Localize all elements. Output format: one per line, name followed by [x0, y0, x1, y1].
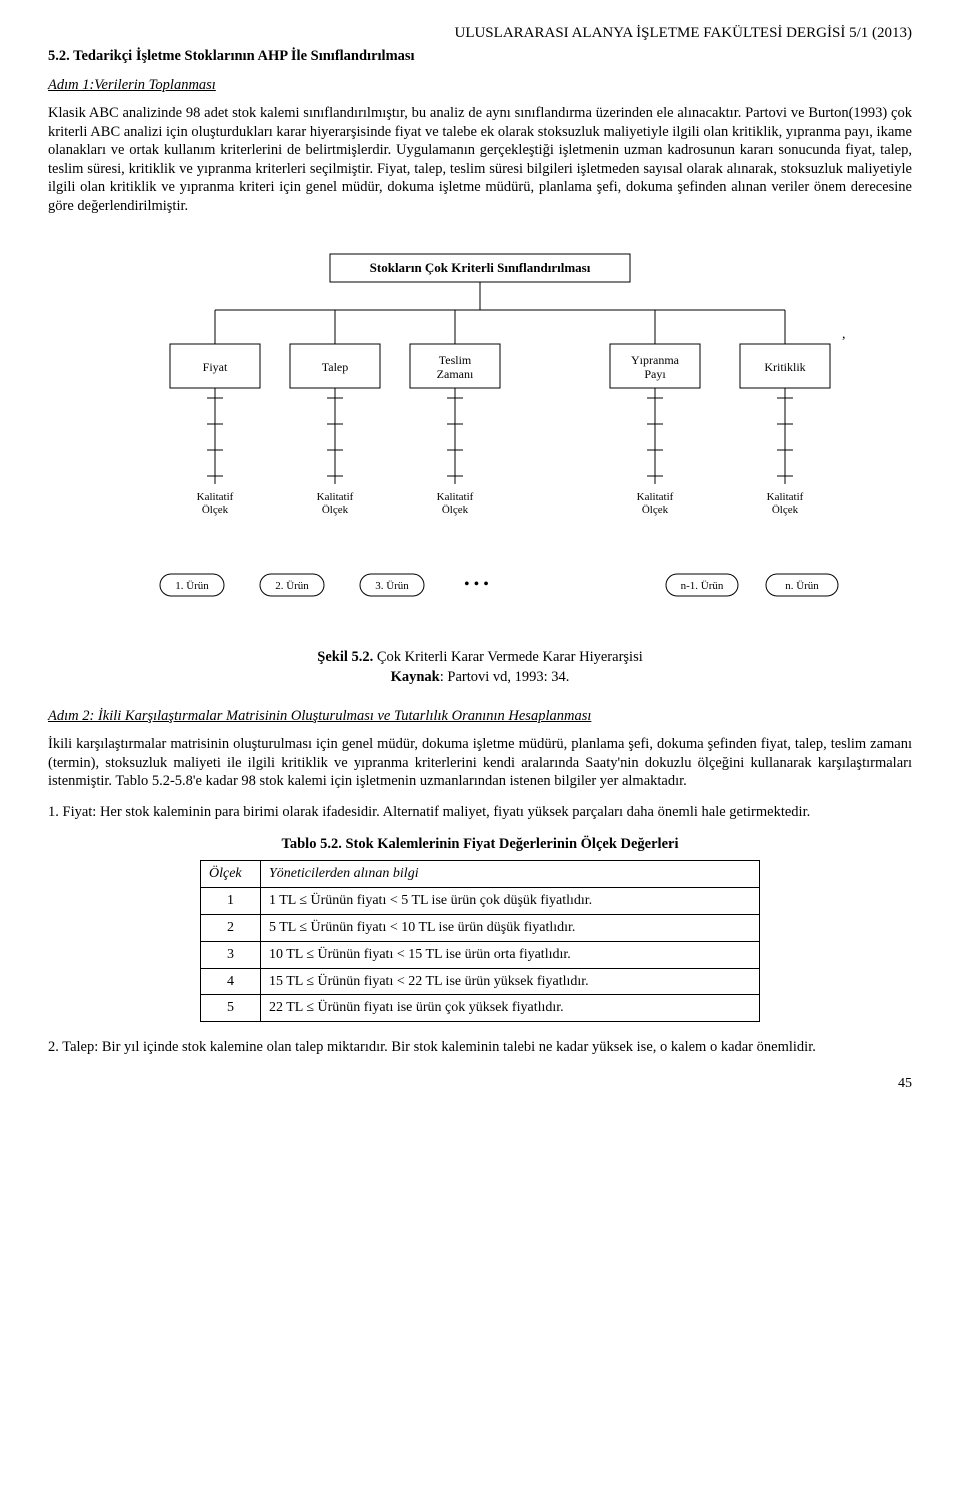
svg-text:• • •: • • • [464, 576, 489, 593]
journal-header: ULUSLARARASI ALANYA İŞLETME FAKÜLTESİ DE… [48, 24, 912, 43]
svg-text:Teslim: Teslim [439, 353, 472, 367]
table-header-row: Ölçek Yöneticilerden alınan bilgi [201, 860, 760, 887]
scale-table: Ölçek Yöneticilerden alınan bilgi 11 TL … [200, 860, 760, 1022]
svg-text:Payı: Payı [644, 367, 666, 381]
table-cell-info: 1 TL ≤ Ürünün fiyatı < 5 TL ise ürün çok… [261, 887, 760, 914]
paragraph-4: 2. Talep: Bir yıl içinde stok kalemine o… [48, 1038, 912, 1057]
svg-text:Fiyat: Fiyat [203, 360, 228, 374]
table-cell-info: 10 TL ≤ Ürünün fiyatı < 15 TL ise ürün o… [261, 941, 760, 968]
svg-text:Kalitatif: Kalitatif [637, 491, 674, 503]
figure-source-bold: Kaynak [391, 669, 440, 685]
table-row: 522 TL ≤ Ürünün fiyatı ise ürün çok yüks… [201, 995, 760, 1022]
paragraph-2: İkili karşılaştırmalar matrisinin oluştu… [48, 735, 912, 791]
table-title: Tablo 5.2. Stok Kalemlerinin Fiyat Değer… [48, 835, 912, 854]
table-header-col1: Ölçek [201, 860, 261, 887]
svg-text:Talep: Talep [322, 360, 348, 374]
table-row: 415 TL ≤ Ürünün fiyatı < 22 TL ise ürün … [201, 968, 760, 995]
table-cell-scale: 3 [201, 941, 261, 968]
table-cell-scale: 1 [201, 887, 261, 914]
svg-text:n-1. Ürün: n-1. Ürün [681, 580, 724, 592]
table-row: 25 TL ≤ Ürünün fiyatı < 10 TL ise ürün d… [201, 914, 760, 941]
svg-text:1. Ürün: 1. Ürün [175, 580, 209, 592]
table-row: 310 TL ≤ Ürünün fiyatı < 15 TL ise ürün … [201, 941, 760, 968]
svg-text:Kalitatif: Kalitatif [197, 491, 234, 503]
svg-text:Kalitatif: Kalitatif [317, 491, 354, 503]
step2-title: Adım 2: İkili Karşılaştırmalar Matrisini… [48, 707, 912, 726]
svg-text:Kalitatif: Kalitatif [437, 491, 474, 503]
step1-title: Adım 1:Verilerin Toplanması [48, 76, 912, 95]
svg-text:2. Ürün: 2. Ürün [275, 580, 309, 592]
svg-text:Ölçek: Ölçek [442, 504, 469, 516]
figure-source: Kaynak: Partovi vd, 1993: 34. [48, 668, 912, 687]
table-cell-info: 22 TL ≤ Ürünün fiyatı ise ürün çok yükse… [261, 995, 760, 1022]
table-cell-scale: 4 [201, 968, 261, 995]
svg-text:Zamanı: Zamanı [437, 367, 474, 381]
figure-caption-text: Çok Kriterli Karar Vermede Karar Hiyerar… [373, 649, 643, 665]
paragraph-3: 1. Fiyat: Her stok kaleminin para birimi… [48, 803, 912, 822]
hierarchy-figure: Stokların Çok Kriterli Sınıflandırılması… [48, 234, 912, 634]
svg-text:Ölçek: Ölçek [202, 504, 229, 516]
svg-text:Yıpranma: Yıpranma [631, 353, 680, 367]
figure-source-text: : Partovi vd, 1993: 34. [440, 669, 570, 685]
paragraph-1: Klasik ABC analizinde 98 adet stok kalem… [48, 104, 912, 215]
svg-text:Ölçek: Ölçek [772, 504, 799, 516]
table-cell-scale: 5 [201, 995, 261, 1022]
table-row: 11 TL ≤ Ürünün fiyatı < 5 TL ise ürün ço… [201, 887, 760, 914]
svg-text:Ölçek: Ölçek [642, 504, 669, 516]
figure-caption-bold: Şekil 5.2. [317, 649, 373, 665]
svg-text:3. Ürün: 3. Ürün [375, 580, 409, 592]
svg-text:Kalitatif: Kalitatif [767, 491, 804, 503]
svg-text:,: , [842, 327, 846, 342]
svg-text:n. Ürün: n. Ürün [785, 580, 819, 592]
page-number: 45 [48, 1075, 912, 1093]
figure-caption: Şekil 5.2. Çok Kriterli Karar Vermede Ka… [48, 648, 912, 667]
section-title: 5.2. Tedarikçi İşletme Stoklarının AHP İ… [48, 47, 912, 66]
hierarchy-diagram: Stokların Çok Kriterli Sınıflandırılması… [100, 234, 860, 634]
svg-text:Kritiklik: Kritiklik [764, 360, 805, 374]
table-header-col2: Yöneticilerden alınan bilgi [261, 860, 760, 887]
table-cell-scale: 2 [201, 914, 261, 941]
table-cell-info: 15 TL ≤ Ürünün fiyatı < 22 TL ise ürün y… [261, 968, 760, 995]
svg-text:Stokların Çok Kriterli Sınıfla: Stokların Çok Kriterli Sınıflandırılması [370, 260, 591, 275]
svg-text:Ölçek: Ölçek [322, 504, 349, 516]
table-cell-info: 5 TL ≤ Ürünün fiyatı < 10 TL ise ürün dü… [261, 914, 760, 941]
